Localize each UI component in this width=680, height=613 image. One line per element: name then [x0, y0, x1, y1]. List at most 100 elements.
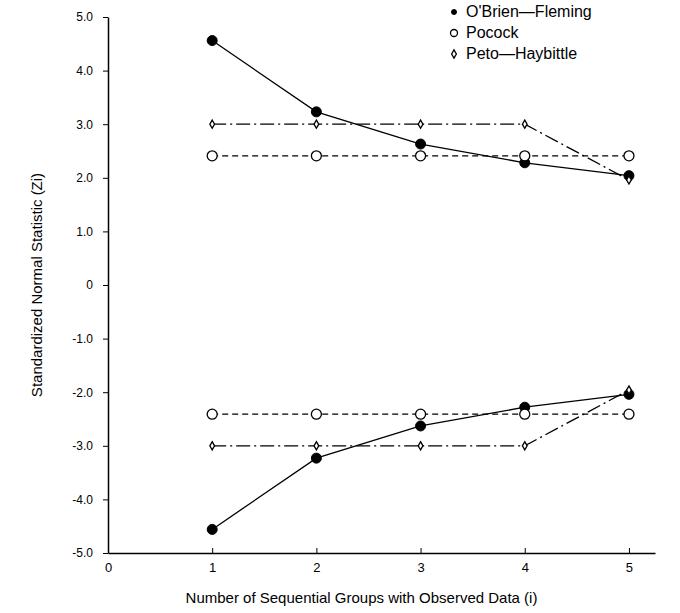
legend-item: O'Brien—Fleming — [452, 3, 592, 20]
marker-group — [314, 120, 319, 128]
marker-group — [207, 36, 217, 46]
point — [207, 409, 217, 419]
point — [416, 151, 426, 161]
y-tick-label: -3.0 — [72, 439, 93, 453]
marker-group — [624, 151, 634, 161]
point — [522, 442, 527, 450]
x-tick-label: 3 — [417, 560, 424, 575]
y-axis-title: Standardized Normal Statistic (Zi) — [28, 173, 45, 397]
legend: O'Brien—Fleming Pocock Peto—Haybittle — [451, 3, 592, 62]
x-tick-mark — [525, 548, 526, 553]
plot: 0 1 2 3 4 5 5.0 4.0 3.0 2.0 1.0 0 -1.0 -2.0 -3.0 -4.0 -5… — [72, 10, 655, 575]
y-tick-label: 4.0 — [76, 64, 93, 78]
y-tick-label: 1.0 — [76, 225, 93, 239]
point — [624, 151, 634, 161]
marker-group — [627, 176, 632, 184]
point — [311, 453, 321, 463]
x-tick-label: 1 — [209, 560, 216, 575]
y-tick-mark — [103, 124, 108, 125]
y-tick-mark — [103, 178, 108, 179]
point — [314, 120, 319, 128]
point — [207, 36, 217, 46]
y-tick: 4.0 — [76, 64, 108, 78]
x-tick-mark — [316, 548, 317, 553]
x-tick-mark — [629, 548, 630, 553]
legend-label: Peto—Haybittle — [466, 45, 577, 62]
marker-group — [520, 409, 530, 419]
point — [520, 409, 530, 419]
point — [627, 386, 632, 394]
point — [311, 409, 321, 419]
point — [416, 421, 426, 431]
x-axis: 0 1 2 3 4 5 — [105, 548, 656, 575]
y-axis: 5.0 4.0 3.0 2.0 1.0 0 -1.0 -2.0 -3.0 -4.0 -5.0 — [72, 10, 108, 560]
point — [416, 139, 426, 149]
series-line — [212, 394, 629, 529]
point — [416, 409, 426, 419]
legend-label: O'Brien—Fleming — [466, 3, 592, 20]
x-tick-label: 0 — [105, 560, 112, 575]
y-tick-mark — [103, 17, 108, 18]
y-tick-label: 5.0 — [76, 10, 93, 24]
y-tick-label: -5.0 — [72, 546, 93, 560]
marks — [207, 36, 634, 535]
chart: 0 1 2 3 4 5 5.0 4.0 3.0 2.0 1.0 0 -1.0 -2.0 -3.0 -4.0 -5… — [0, 0, 680, 613]
legend-label: Pocock — [466, 24, 519, 41]
y-tick-label: 0 — [86, 278, 93, 292]
point — [418, 120, 423, 128]
marker-group — [416, 139, 426, 149]
x-tick-label: 2 — [313, 560, 320, 575]
x-tick: 5 — [626, 548, 633, 575]
x-tick-label: 4 — [522, 560, 529, 575]
marker-group — [314, 442, 319, 450]
y-tick-label: -4.0 — [72, 493, 93, 507]
point — [207, 151, 217, 161]
point — [522, 120, 527, 128]
point — [418, 442, 423, 450]
marker-group — [418, 442, 423, 450]
x-axis-title: Number of Sequential Groups with Observe… — [186, 589, 538, 606]
y-tick: -1.0 — [72, 332, 108, 346]
marker-group — [311, 409, 321, 419]
y-tick: 5.0 — [76, 10, 108, 24]
point — [311, 107, 321, 117]
x-tick-mark — [212, 548, 213, 553]
legend-item: Peto—Haybittle — [452, 45, 578, 62]
x-tick-label: 5 — [626, 560, 633, 575]
marker-group — [207, 409, 217, 419]
x-tick: 2 — [313, 548, 320, 575]
series-line — [212, 124, 629, 180]
x-tick-mark — [421, 548, 422, 553]
marker-group — [522, 120, 527, 128]
x-axis-line — [109, 553, 656, 555]
marker-group — [311, 453, 321, 463]
marker-group — [522, 442, 527, 450]
y-tick-label: -2.0 — [72, 386, 93, 400]
marker-group — [210, 442, 215, 450]
y-tick: 2.0 — [76, 171, 108, 185]
x-tick: 3 — [417, 548, 424, 575]
point — [210, 120, 215, 128]
marker-group — [311, 107, 321, 117]
legend-symbol-group — [452, 10, 457, 15]
marker-group — [624, 409, 634, 419]
y-tick: 3.0 — [76, 118, 108, 132]
marker-group — [416, 409, 426, 419]
y-tick: -4.0 — [72, 493, 108, 507]
y-tick-mark — [103, 339, 108, 340]
marker-group — [311, 151, 321, 161]
y-tick-label: 2.0 — [76, 171, 93, 185]
point — [210, 442, 215, 450]
y-tick-mark — [103, 499, 108, 500]
y-tick-label: -1.0 — [72, 332, 93, 346]
marker-group — [416, 151, 426, 161]
point — [207, 524, 217, 534]
y-tick-mark — [103, 392, 108, 393]
point — [520, 151, 530, 161]
marker-group — [416, 421, 426, 431]
series-line — [212, 390, 629, 446]
y-tick: -3.0 — [72, 439, 108, 453]
y-tick: -2.0 — [72, 386, 108, 400]
series-line — [212, 41, 629, 176]
y-tick: 0 — [86, 278, 108, 292]
